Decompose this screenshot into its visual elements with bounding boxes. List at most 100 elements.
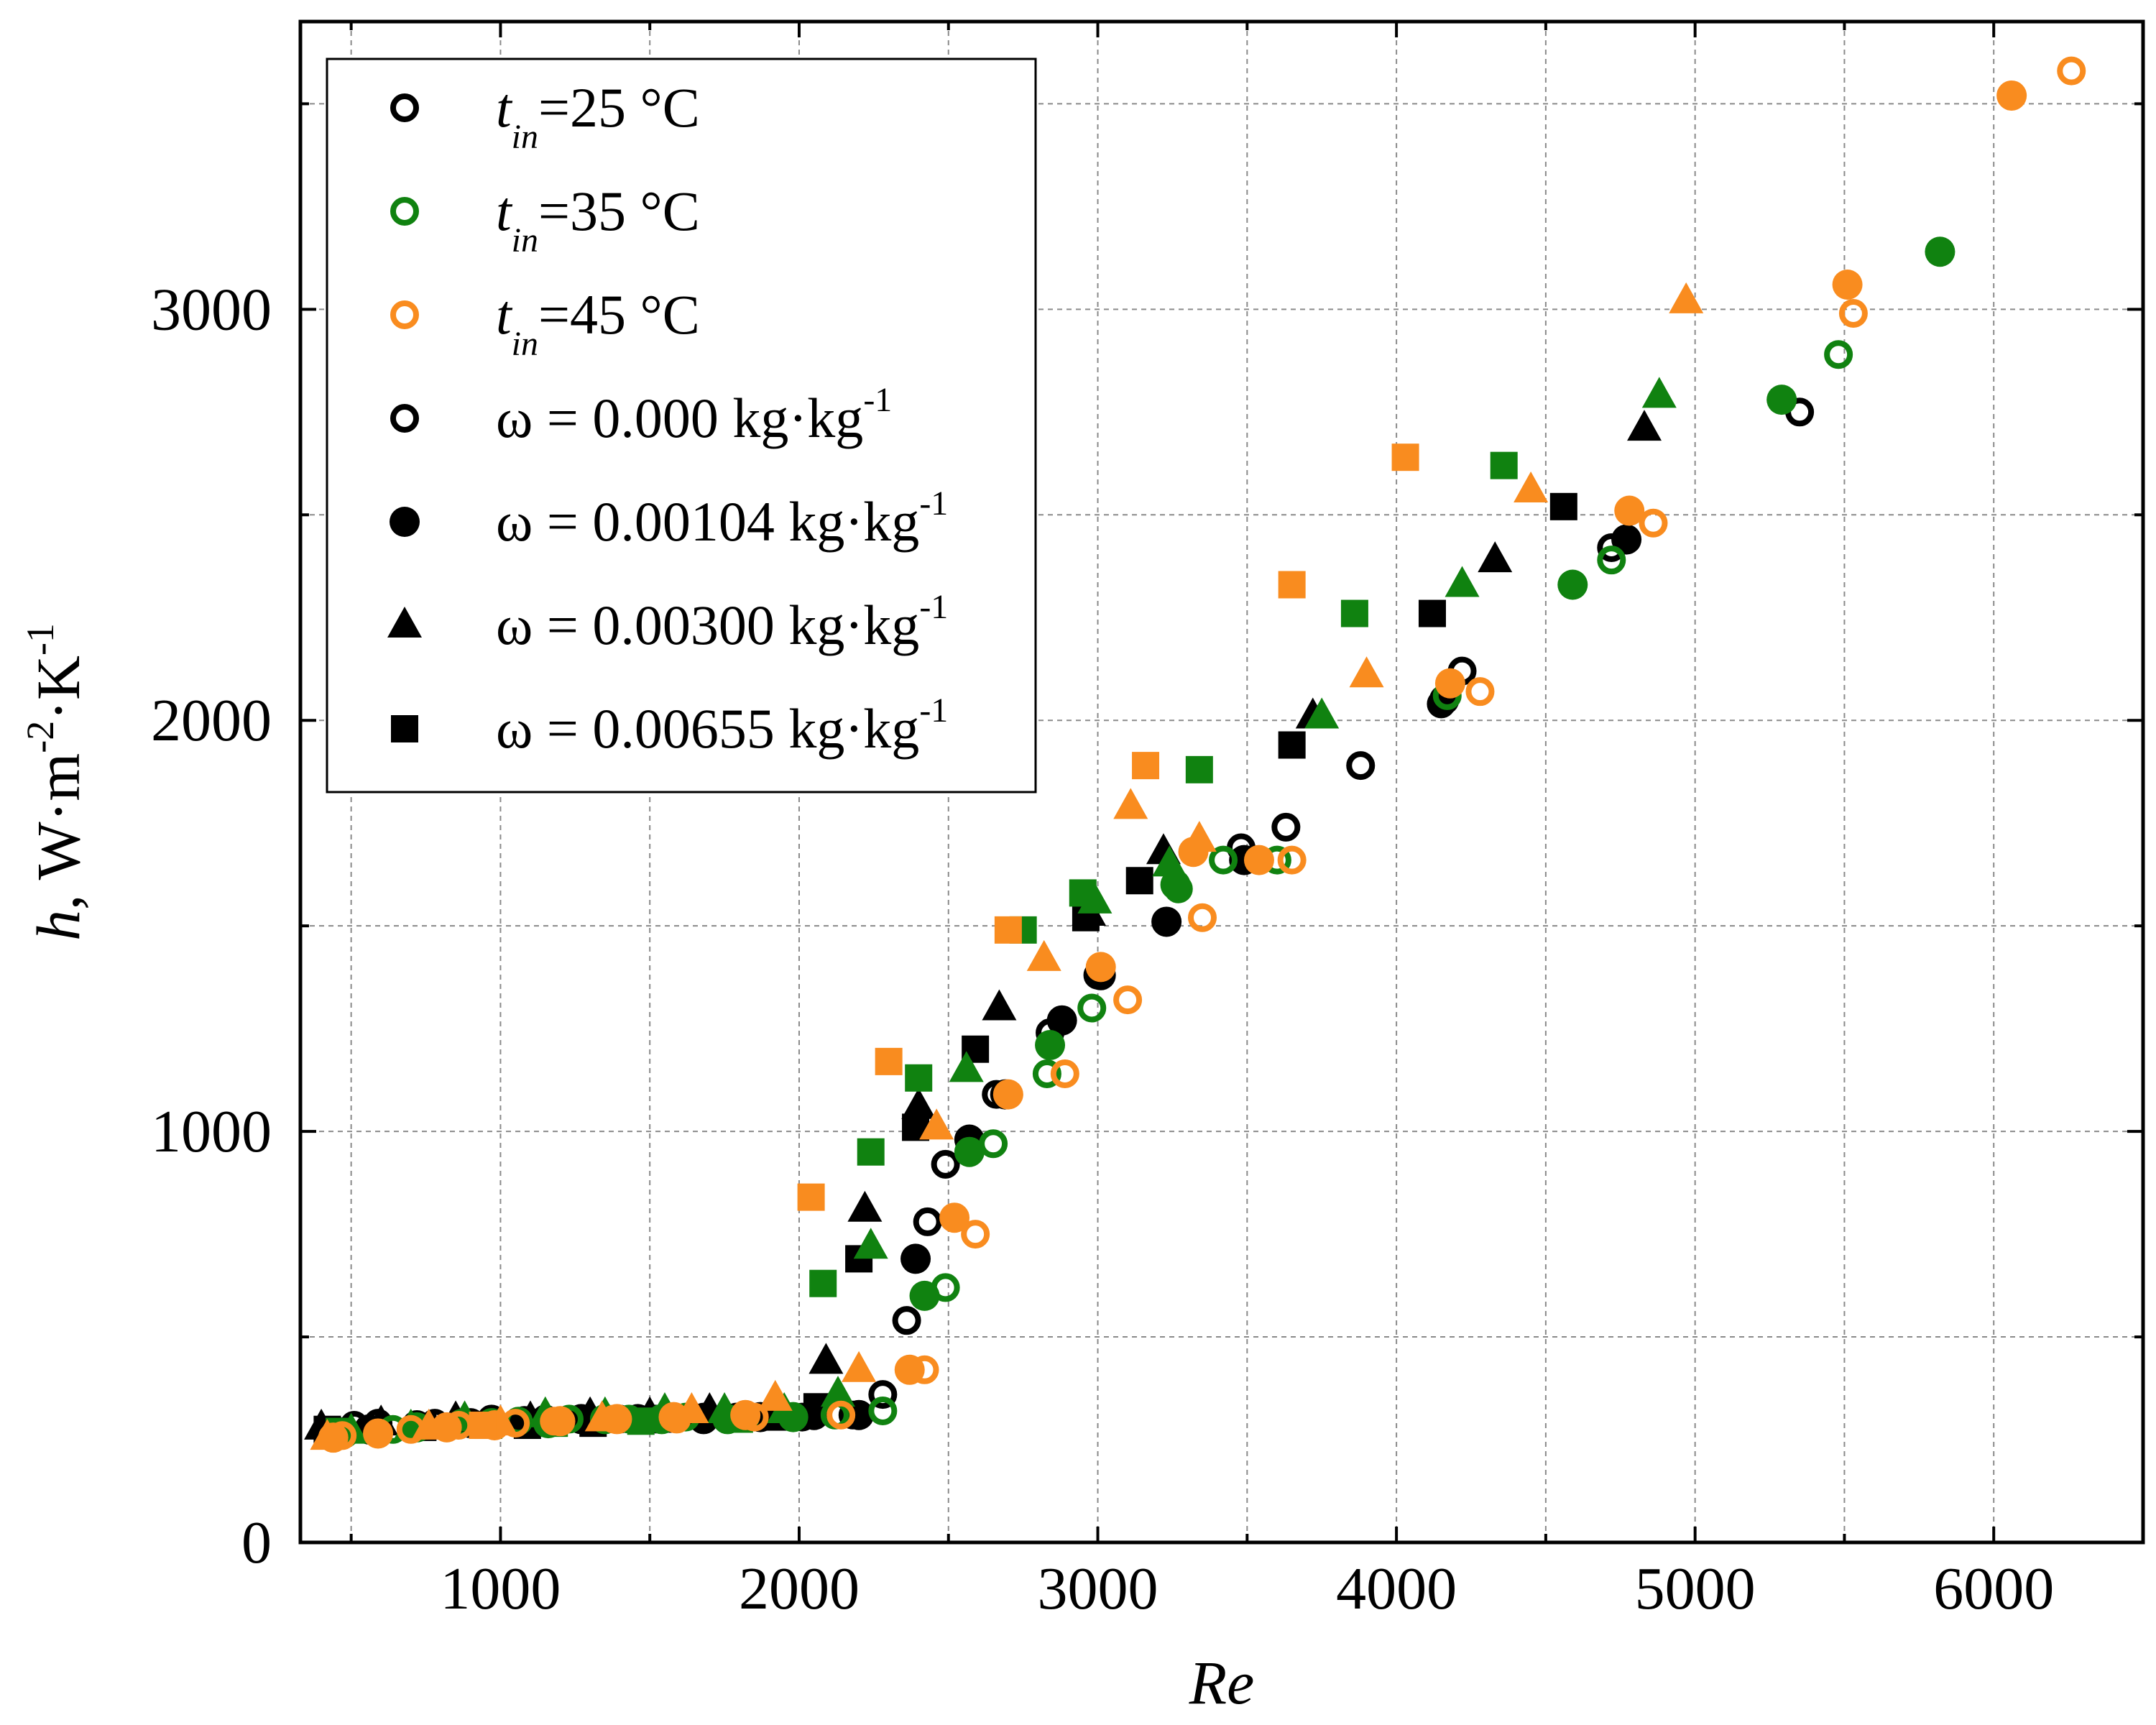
data-point (853, 1228, 888, 1259)
data-point (949, 1051, 984, 1082)
legend-entry-sup: -1 (919, 588, 948, 626)
data-point (411, 1408, 446, 1440)
data-point (797, 1183, 825, 1211)
data-point (1641, 377, 1677, 408)
data-point (1669, 282, 1704, 313)
legend-entry-label: tin=35 °C (496, 180, 700, 259)
data-point (1304, 697, 1340, 729)
data-point (901, 1087, 936, 1119)
y-tick-label: 0 (241, 1509, 272, 1576)
data-point (1277, 845, 1307, 875)
data-point (913, 1207, 942, 1236)
data-point (868, 1380, 898, 1409)
data-point (1278, 571, 1306, 599)
data-point (1113, 788, 1148, 819)
data-point (1340, 599, 1368, 627)
data-point (363, 1418, 394, 1449)
data-point (658, 1402, 689, 1432)
y-axis-label-unit: ·K (24, 656, 93, 721)
legend-marker (390, 507, 420, 537)
data-point (1627, 410, 1662, 441)
x-tick-label: 5000 (1635, 1555, 1756, 1622)
data-point (992, 1079, 1023, 1110)
legend-entry-sup: -1 (919, 484, 948, 523)
data-point (1152, 845, 1187, 877)
data-point (1132, 752, 1160, 780)
data-point (1113, 985, 1143, 1015)
data-point (757, 1379, 793, 1411)
data-point (310, 1419, 345, 1450)
data-point (545, 1406, 576, 1437)
data-point (584, 1400, 619, 1432)
y-tick-label: 1000 (151, 1098, 272, 1165)
data-point (1050, 1059, 1079, 1089)
data-point (868, 1396, 898, 1425)
data-point (1046, 1005, 1077, 1036)
data-point (875, 1047, 903, 1075)
legend-entry-prefix: t (496, 180, 513, 242)
data-point (905, 1064, 933, 1092)
y-axis-label-var: h (24, 910, 93, 941)
legend-entry-label: ω = 0.000 kg·kg-1 (496, 381, 892, 449)
data-point (1349, 656, 1384, 688)
data-point (961, 1220, 990, 1249)
data-point (1832, 270, 1863, 300)
data-point (1187, 903, 1217, 932)
data-point (1418, 599, 1446, 627)
data-point (1032, 1059, 1061, 1089)
data-point (847, 1190, 883, 1222)
data-point (954, 1136, 985, 1167)
data-point (909, 1280, 940, 1311)
data-point (1243, 845, 1274, 875)
legend-entry-sub: in (512, 118, 538, 156)
data-point (1181, 821, 1217, 852)
legend-entry-text: =45 °C (538, 283, 700, 346)
data-point (1996, 80, 2027, 111)
data-point (1557, 569, 1588, 600)
legend-marker (387, 607, 422, 638)
data-point (939, 1202, 970, 1233)
series-10 (310, 282, 1704, 1450)
data-point (1611, 524, 1642, 555)
x-tick-label: 1000 (440, 1555, 561, 1622)
data-point (1151, 906, 1182, 937)
data-point (900, 1243, 931, 1274)
data-point (994, 916, 1022, 944)
legend-entry-text: ω = 0.00300 kg·kg (496, 594, 919, 656)
data-point (1209, 845, 1238, 875)
x-tick-label: 4000 (1336, 1555, 1457, 1622)
data-point (1026, 939, 1061, 971)
legend-entry-text: =25 °C (538, 76, 700, 139)
data-point (809, 1269, 837, 1297)
axis-labels: 1000 2000 3000 4000 5000 6000 0 1000 2000 3000 Re h… (19, 276, 2054, 1717)
y-tick-label: 2000 (151, 687, 272, 754)
data-point (1925, 236, 1955, 267)
data-point (1549, 492, 1577, 520)
data-point (892, 1306, 921, 1335)
data-point (1125, 867, 1153, 895)
data-point (1639, 508, 1668, 538)
data-point (1445, 566, 1480, 597)
legend-entry-sub: in (512, 325, 538, 363)
data-point (2057, 56, 2086, 86)
data-point (1069, 879, 1097, 907)
legend-entry-text: =35 °C (538, 180, 700, 242)
series-11 (469, 443, 1419, 1440)
data-point (1434, 668, 1465, 699)
legend-marker (390, 404, 419, 433)
y-axis-label: h, W·m-2·K-1 (19, 623, 93, 941)
data-point (1391, 443, 1419, 472)
legend-entry-sub: in (512, 221, 538, 259)
data-point (982, 989, 1017, 1021)
legend-entry-label: ω = 0.00655 kg·kg-1 (496, 691, 948, 760)
legend-marker (390, 93, 419, 122)
legend-entry-text: ω = 0.00104 kg·kg (496, 490, 919, 553)
data-point (1271, 812, 1301, 842)
data-point (1614, 495, 1645, 526)
data-point (1085, 952, 1116, 983)
x-tick-label: 3000 (1038, 1555, 1158, 1622)
data-point (894, 1354, 925, 1385)
data-point (931, 1149, 960, 1179)
